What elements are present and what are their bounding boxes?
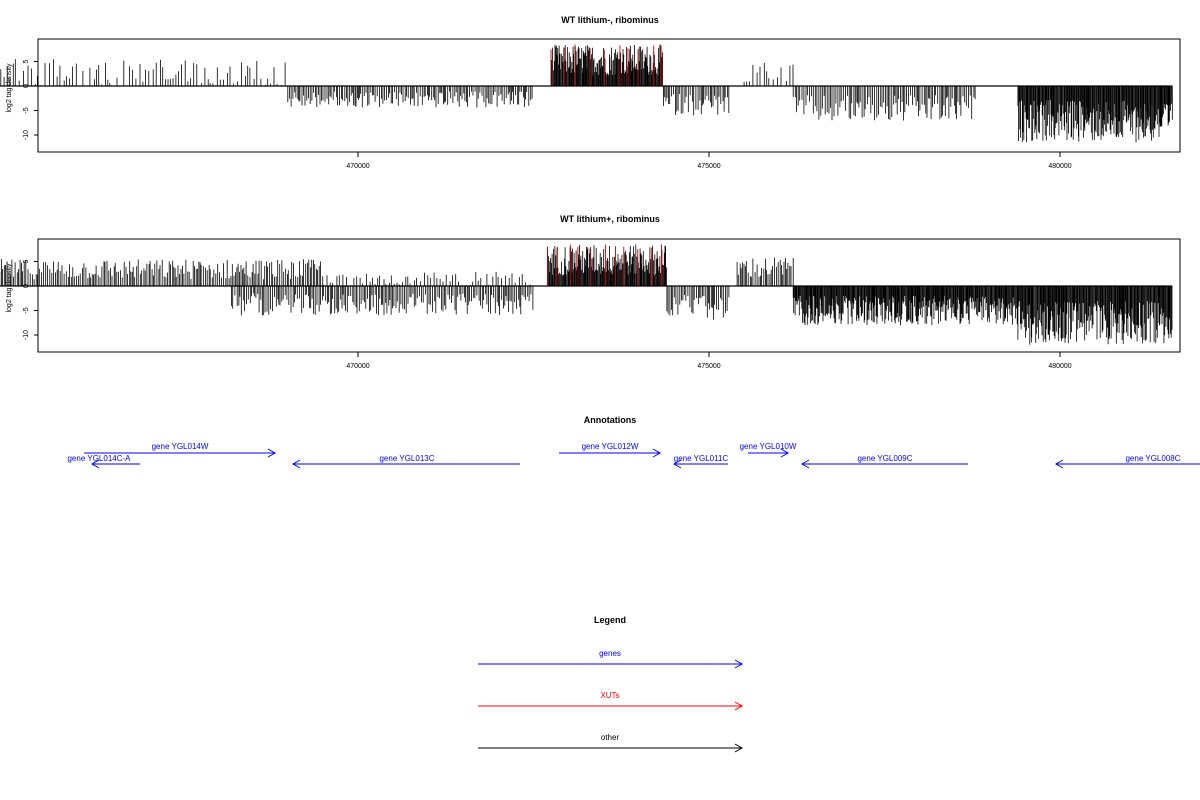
- arrowhead: [780, 448, 790, 458]
- legend-item: other: [478, 733, 744, 753]
- y-tick-label: -5: [23, 307, 30, 313]
- panel-1-ylabel: log2 tag density: [6, 63, 13, 113]
- legend-label: genes: [599, 649, 621, 658]
- panel-2-frame: [37, 238, 1181, 353]
- panel-1-frame: [37, 38, 1181, 153]
- x-tick-label: 475000: [697, 163, 720, 170]
- gene-feature: gene YGL013C: [291, 454, 520, 469]
- y-tick-label: 5: [23, 259, 30, 263]
- arrowhead: [90, 459, 100, 469]
- gene-feature: gene YGL012W: [559, 442, 662, 458]
- gene-feature: gene YGL009C: [800, 454, 968, 469]
- gene-feature: gene YGL014W: [84, 442, 277, 458]
- y-tick-label: -5: [23, 107, 30, 113]
- x-tick-label: 480000: [1048, 163, 1071, 170]
- y-tick-label: 5: [23, 59, 30, 63]
- panel-2-ylabel: log2 tag density: [6, 263, 13, 313]
- series-1: [322, 271, 531, 286]
- arrowhead: [652, 448, 662, 458]
- x-tick-label: 480000: [1048, 363, 1071, 370]
- y-tick-label: -10: [23, 130, 30, 140]
- legend-item: XUTs: [478, 691, 744, 711]
- series-6: [1017, 86, 1173, 143]
- legend-label: other: [601, 733, 620, 742]
- series-7: [1017, 286, 1173, 345]
- legend-title: Legend: [594, 615, 626, 625]
- series-0: [0, 259, 324, 286]
- panel-2-title: WT lithium+, ribominus: [560, 214, 660, 224]
- series-5: [666, 286, 730, 320]
- panel-2-tracks: [0, 244, 1173, 345]
- gene-label: gene YGL013C: [379, 454, 434, 463]
- series-3: [287, 86, 533, 108]
- series-6: [792, 286, 1018, 326]
- gene-label: gene YGL011C: [674, 454, 729, 463]
- x-tick-label: 470000: [346, 363, 369, 370]
- series-8: [547, 244, 662, 286]
- gene-label: gene YGL009C: [857, 454, 912, 463]
- annotations-title: Annotations: [584, 415, 637, 425]
- panel-lithium-minus: WT lithium-, ribominus log2 tag density …: [0, 15, 1181, 170]
- arrowhead: [800, 459, 810, 469]
- gene-feature: gene YGL014C-A: [67, 454, 140, 469]
- series-0: [0, 59, 286, 86]
- arrowhead: [734, 743, 744, 753]
- arrowhead: [734, 701, 744, 711]
- series-3: [736, 257, 794, 286]
- annotations-panel: Annotations gene YGL014C-A gene YGL014W ge…: [67, 415, 1200, 469]
- series-7: [550, 44, 662, 86]
- arrowhead: [1054, 459, 1064, 469]
- gene-feature: gene YGL011C: [672, 454, 729, 469]
- legend-panel: Legend genes XUTs other: [478, 615, 744, 753]
- legend-label: XUTs: [600, 691, 619, 700]
- x-tick-label: 475000: [697, 363, 720, 370]
- panel-1-tracks: [0, 44, 1173, 143]
- gene-feature: gene YGL008C: [1054, 454, 1200, 469]
- gene-label: gene YGL008C: [1125, 454, 1180, 463]
- panel-1-title: WT lithium-, ribominus: [561, 15, 659, 25]
- panel-lithium-plus: WT lithium+, ribominus log2 tag density …: [0, 214, 1181, 370]
- series-4: [231, 286, 534, 316]
- arrowhead: [291, 459, 301, 469]
- series-1: [550, 44, 663, 86]
- gene-label: gene YGL014W: [152, 442, 209, 451]
- arrowhead: [267, 448, 277, 458]
- gene-label: gene YGL010W: [740, 442, 797, 451]
- arrowhead: [672, 459, 682, 469]
- series-2: [743, 63, 794, 86]
- series-4: [663, 86, 730, 116]
- y-tick-label: -10: [23, 330, 30, 340]
- gene-label: gene YGL014C-A: [67, 454, 131, 463]
- legend-item: genes: [478, 649, 744, 669]
- series-5: [792, 86, 976, 121]
- gene-label: gene YGL012W: [582, 442, 639, 451]
- gene-feature: gene YGL010W: [740, 442, 797, 458]
- arrowhead: [734, 659, 744, 669]
- x-tick-label: 470000: [346, 163, 369, 170]
